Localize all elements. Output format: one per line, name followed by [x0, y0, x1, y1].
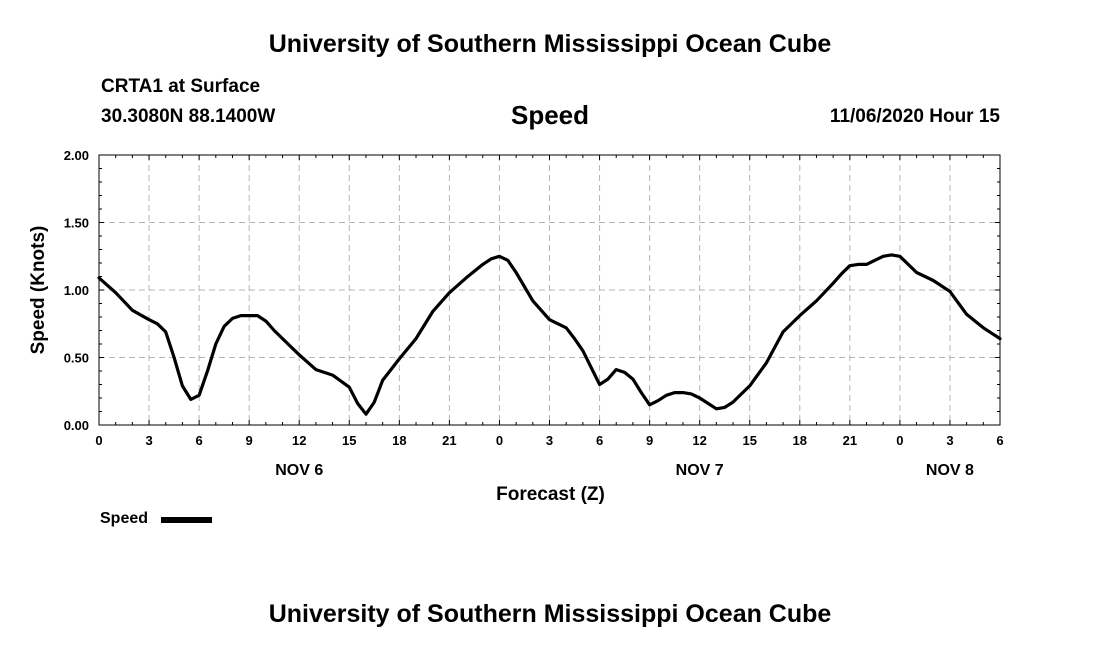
x-tick-label: 0 — [496, 433, 503, 448]
y-tick-label: 0.00 — [64, 418, 89, 433]
x-tick-label: 18 — [392, 433, 406, 448]
x-tick-label: 6 — [195, 433, 202, 448]
x-tick-label: 9 — [246, 433, 253, 448]
x-tick-label: 0 — [95, 433, 102, 448]
x-tick-label: 12 — [692, 433, 706, 448]
x-tick-label: 6 — [596, 433, 603, 448]
x-tick-label: 0 — [896, 433, 903, 448]
day-label: NOV 6 — [275, 462, 323, 479]
x-tick-label: 3 — [145, 433, 152, 448]
x-tick-label: 21 — [442, 433, 456, 448]
y-tick-label: 2.00 — [64, 148, 89, 163]
location-label: 30.3080N 88.1400W — [101, 106, 276, 127]
footer-title: University of Southern Mississippi Ocean… — [268, 600, 832, 628]
x-tick-label: 15 — [742, 433, 756, 448]
x-tick-label: 18 — [793, 433, 807, 448]
x-tick-label: 3 — [546, 433, 553, 448]
x-tick-label: 12 — [292, 433, 306, 448]
day-label: NOV 7 — [676, 462, 724, 479]
legend-swatch — [161, 517, 212, 523]
y-axis-label: Speed (Knots) — [28, 226, 49, 355]
x-tick-label: 6 — [996, 433, 1003, 448]
legend-label: Speed — [100, 510, 149, 527]
x-axis-label: Forecast (Z) — [496, 484, 605, 505]
y-tick-label: 0.50 — [64, 351, 89, 366]
variable-title: Speed — [510, 100, 590, 130]
station-label: CRTA1 at Surface — [101, 76, 261, 97]
x-tick-label: 3 — [946, 433, 953, 448]
x-tick-label: 9 — [646, 433, 653, 448]
y-tick-label: 1.50 — [64, 216, 89, 231]
chart-title: University of Southern Mississippi Ocean… — [268, 30, 832, 58]
datetime-label: 11/06/2020 Hour 15 — [829, 106, 1000, 127]
x-tick-label: 21 — [843, 433, 857, 448]
x-tick-label: 15 — [342, 433, 356, 448]
speed-series-line — [97, 253, 1002, 416]
day-label: NOV 8 — [926, 462, 974, 479]
y-tick-label: 1.00 — [64, 283, 89, 298]
